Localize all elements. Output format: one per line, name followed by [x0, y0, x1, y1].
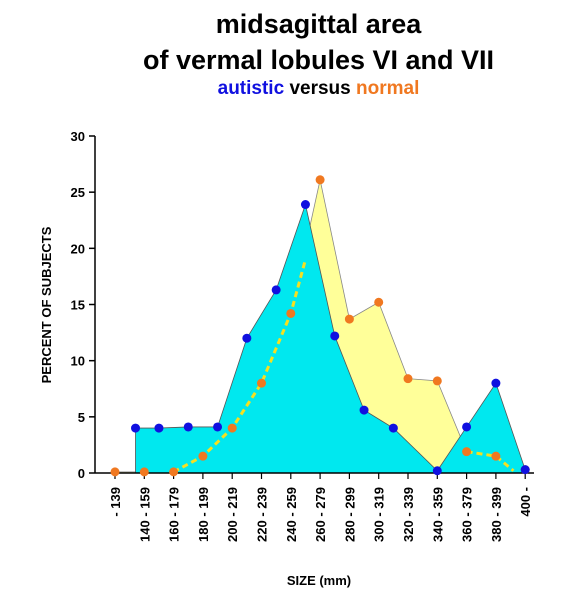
- normal-point: [227, 423, 237, 433]
- chart-title-line1: midsagittal area: [215, 9, 422, 39]
- y-tick-label: 15: [71, 298, 85, 313]
- legend-versus-label: versus: [289, 78, 351, 99]
- y-tick-label: 20: [71, 241, 85, 256]
- x-tick-label: 360 - 379: [460, 487, 475, 542]
- y-tick-label: 30: [71, 129, 85, 144]
- x-tick-label: 140 - 159: [137, 487, 152, 542]
- x-tick-label: 180 - 199: [196, 487, 211, 542]
- autistic-point: [491, 378, 501, 388]
- legend-autistic-label: autistic: [217, 78, 285, 99]
- autistic-point: [432, 466, 442, 476]
- y-axis-title: PERCENT OF SUBJECTS: [39, 226, 54, 383]
- axis-labels: 0 5 10 15 20 25 30 - 139 140 - 159 160 - 179 180 -…: [39, 129, 533, 588]
- chart-title-block: midsagittal area of vermal lobules VI an…: [0, 6, 577, 100]
- x-tick-label: 160 - 179: [167, 487, 182, 542]
- autistic-point: [154, 423, 164, 433]
- normal-point: [374, 297, 384, 307]
- normal-dashed-curve-tail: [466, 450, 515, 472]
- autistic-point: [359, 405, 369, 415]
- autistic-point: [462, 422, 472, 432]
- chart-title-line2: of vermal lobules VI and VII: [142, 45, 495, 75]
- chart-subtitle: autistic versus normal: [60, 78, 577, 100]
- normal-point: [198, 451, 208, 461]
- x-tick-label: 300 - 319: [372, 487, 387, 542]
- autistic-point: [520, 465, 530, 475]
- autistic-point: [131, 423, 141, 433]
- autistic-point: [300, 200, 310, 210]
- y-tick-label: 25: [71, 185, 85, 200]
- autistic-point: [388, 423, 398, 433]
- autistic-point: [242, 333, 252, 343]
- normal-point: [344, 314, 354, 324]
- autistic-point: [271, 285, 281, 295]
- normal-point: [491, 451, 501, 461]
- legend-normal-label: normal: [356, 78, 420, 99]
- x-tick-label: 400 -: [518, 487, 533, 517]
- x-tick-label: 240 - 259: [284, 487, 299, 542]
- autistic-point: [183, 422, 193, 432]
- normal-point: [315, 175, 325, 185]
- normal-point: [462, 447, 472, 457]
- normal-point: [286, 308, 296, 318]
- normal-point: [432, 376, 442, 386]
- normal-point: [139, 467, 149, 477]
- axes: [89, 135, 534, 479]
- x-tick-label: - 139: [108, 487, 123, 517]
- normal-point: [110, 467, 120, 477]
- x-axis-title: SIZE (mm): [287, 573, 351, 588]
- normal-dashed-curve-rise: [172, 259, 307, 474]
- x-tick-label: 220 - 239: [255, 487, 270, 542]
- normal-point: [403, 374, 413, 384]
- y-tick-label: 5: [78, 410, 85, 425]
- normal-point: [169, 467, 179, 477]
- x-tick-label: 320 - 339: [401, 487, 416, 542]
- y-tick-label: 0: [78, 466, 85, 481]
- markers: [110, 175, 530, 477]
- normal-point: [257, 378, 266, 388]
- autistic-point: [213, 422, 223, 432]
- x-tick-label: 200 - 219: [225, 487, 240, 542]
- x-tick-label: 280 - 299: [342, 487, 357, 542]
- x-tick-label: 340 - 359: [430, 487, 445, 542]
- x-tick-label: 380 - 399: [489, 487, 504, 542]
- y-tick-label: 10: [71, 354, 85, 369]
- x-tick-label: 260 - 279: [313, 487, 328, 542]
- autistic-point: [330, 331, 340, 341]
